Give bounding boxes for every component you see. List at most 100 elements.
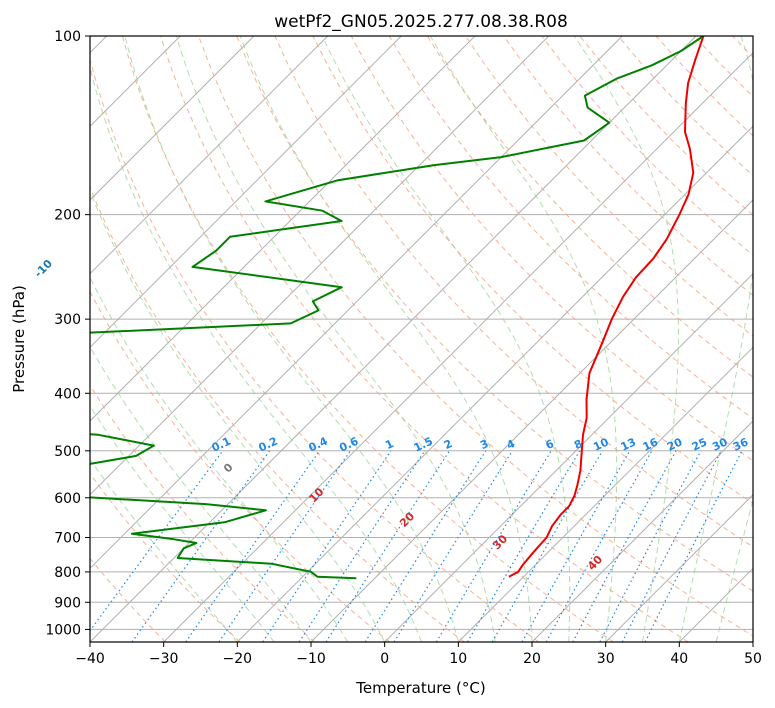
isotherm-gridline: [90, 36, 476, 422]
y-tick-label: 500: [54, 444, 81, 460]
y-tick-label: 1000: [45, 622, 81, 638]
plot-frame: [89, 35, 754, 643]
dry-adiabat-label: 40: [585, 553, 605, 573]
x-tick-label: −20: [223, 651, 253, 667]
moist-adiabat: [678, 36, 753, 642]
x-tick-label: 50: [744, 651, 762, 667]
x-tick-label: 0: [380, 651, 389, 667]
mixing-ratio-label: 16: [641, 435, 661, 453]
isotherm-gridline: [457, 346, 753, 642]
mixing-ratio-label: 1.5: [412, 435, 435, 455]
dry-adiabat: [90, 57, 540, 642]
dry-adiabat-label: 20: [397, 510, 417, 530]
y-tick-label: 700: [54, 531, 81, 547]
dry-adiabat: [693, 36, 753, 98]
mixing-ratio-label: 0.4: [307, 434, 330, 454]
dry-adiabat-label: 30: [490, 532, 510, 552]
mixing-ratio-lines: [90, 450, 743, 642]
line-labels: 0.10.20.40.611.52346810131620253036-100-…: [32, 257, 751, 573]
dry-adiabat-label: -10: [32, 257, 55, 280]
moist-adiabats: [90, 36, 753, 642]
mixing-ratio-label: 1: [383, 437, 395, 452]
dry-adiabat: [274, 36, 753, 548]
isotherm-gridline: [678, 567, 753, 642]
dry-adiabat: [121, 36, 614, 642]
mixing-ratio-label: 6: [544, 437, 557, 452]
dry-adiabat: [771, 36, 775, 642]
dry-adiabat-label: 0: [221, 461, 236, 476]
moist-adiabat: [90, 65, 422, 642]
moist-adiabat: [429, 36, 618, 642]
dry-adiabat: [90, 185, 465, 642]
mixing-ratio-line: [185, 450, 321, 642]
x-axis-label: Temperature (°C): [355, 679, 485, 697]
mixing-ratio-label: 10: [591, 435, 611, 453]
mixing-ratio-line: [298, 450, 426, 642]
mixing-ratio-line: [325, 450, 451, 642]
mixing-ratio-label: 30: [710, 435, 730, 453]
moist-adiabat: [90, 458, 238, 642]
moist-adiabat: [90, 345, 312, 642]
mixing-ratio-line: [572, 450, 677, 642]
x-tick-label: −40: [75, 651, 105, 667]
mixing-ratio-line: [262, 450, 392, 642]
mixing-ratio-label: 0.6: [337, 434, 360, 454]
temperature-line: [508, 36, 705, 578]
x-tick-label: 20: [523, 651, 541, 667]
dry-adiabat-label: 10: [307, 485, 327, 505]
mixing-ratio-label: 0.1: [210, 435, 233, 455]
isotherm-gridline: [90, 36, 329, 275]
dry-adiabats: [90, 36, 775, 642]
chart-title: wetPf2_GN05.2025.277.08.38.R08: [274, 12, 568, 32]
dry-adiabat: [465, 36, 753, 337]
isotherm-gridline: [90, 36, 697, 642]
moist-adiabat: [90, 405, 275, 642]
moist-adiabat: [90, 189, 386, 642]
sounding-series: [90, 36, 705, 580]
y-axis: 100 200 300 400 500 600 700 800 900 1000: [45, 29, 90, 638]
mixing-ratio-label: 36: [731, 435, 751, 453]
mixing-ratio-line: [466, 450, 581, 642]
mixing-ratio-label: 25: [690, 436, 709, 454]
dry-adiabat: [426, 36, 753, 378]
mixing-ratio-line: [131, 450, 271, 642]
x-tick-label: −10: [296, 651, 326, 667]
dry-adiabat: [90, 557, 166, 642]
mixing-ratio-label: 2: [442, 437, 454, 452]
x-tick-label: −30: [149, 651, 179, 667]
isotherm-gridline: [90, 36, 255, 201]
dry-adiabat: [732, 36, 753, 58]
moist-adiabat: [239, 36, 533, 642]
isotherm-gridline: [163, 51, 753, 642]
y-tick-label: 400: [54, 386, 81, 402]
mixing-ratio-line: [435, 450, 552, 642]
dry-adiabat: [655, 36, 753, 137]
dry-adiabat: [312, 36, 753, 505]
y-tick-label: 100: [54, 29, 81, 45]
isotherm-gridline: [236, 125, 753, 642]
dry-adiabat: [160, 36, 689, 642]
mixing-ratio-label: 20: [665, 435, 685, 453]
mixing-ratio-line: [644, 450, 743, 642]
grid-layer: [90, 36, 753, 642]
y-tick-label: 300: [54, 312, 81, 328]
x-tick-label: 40: [670, 651, 688, 667]
dry-adiabat: [350, 36, 753, 462]
dewpoint-line: [90, 36, 704, 580]
isotherm-gridline: [90, 36, 550, 496]
moist-adiabat: [715, 498, 753, 642]
x-axis: −40 −30 −20 −10 0 10 20 30 40 50: [75, 642, 762, 667]
mixing-ratio-label: 4: [505, 437, 518, 452]
isotherm-gridline: [384, 272, 753, 642]
dry-adiabat: [503, 36, 753, 296]
y-axis-label: Pressure (hPa): [10, 285, 28, 393]
dry-adiabat: [90, 384, 316, 642]
mixing-ratio-label: 0.2: [257, 435, 280, 455]
x-tick-label: 30: [597, 651, 615, 667]
dry-adiabat: [579, 36, 753, 216]
moist-adiabat: [573, 36, 679, 642]
x-tick-label: 10: [449, 651, 467, 667]
dry-adiabat: [90, 472, 241, 642]
mixing-ratio-line: [218, 450, 351, 642]
